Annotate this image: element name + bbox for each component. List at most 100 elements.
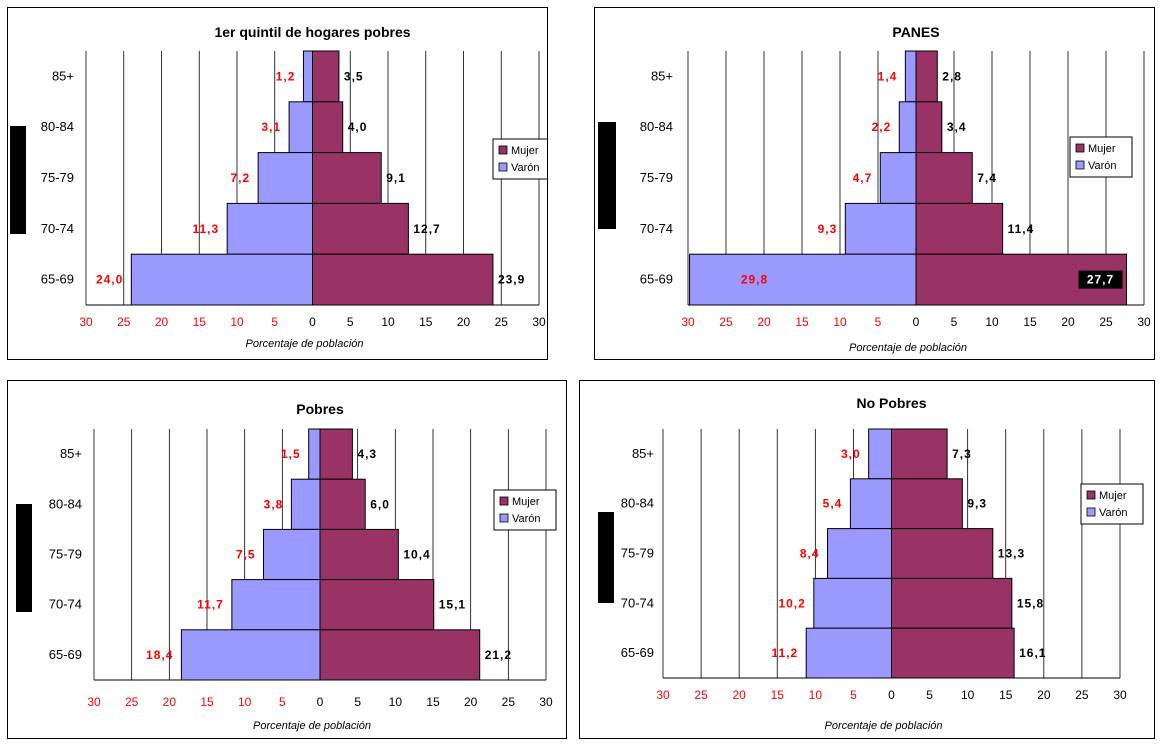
bar-mujer bbox=[915, 101, 943, 154]
tick-label: 5 bbox=[875, 315, 882, 329]
bar-varon bbox=[302, 50, 314, 103]
bar-mujer bbox=[891, 478, 963, 530]
tick-label: 15 bbox=[999, 688, 1013, 702]
label-mujer: 23,9 bbox=[498, 273, 525, 287]
pyramid-chart-svg: PANES 85+ 1,4 2,8 80-84 2,2 3,4 75-79 4,7 7,4 70-7… bbox=[640, 24, 1151, 354]
label-mujer: 9,1 bbox=[386, 171, 406, 185]
category-label: 70-74 bbox=[621, 595, 654, 610]
category-label: 65-69 bbox=[640, 272, 673, 287]
legend-label: Mujer bbox=[512, 496, 540, 508]
legend-label: Mujer bbox=[511, 145, 539, 157]
black-bar-1 bbox=[10, 126, 26, 234]
category-label: 75-79 bbox=[49, 547, 82, 562]
bar-mujer bbox=[312, 152, 382, 204]
label-varon: 3,0 bbox=[841, 447, 861, 461]
category-label: 75-79 bbox=[621, 546, 654, 561]
black-bar-3 bbox=[16, 504, 32, 612]
label-mujer: 6,0 bbox=[370, 497, 390, 511]
legend-label: Mujer bbox=[1088, 143, 1116, 155]
label-mujer: 7,3 bbox=[952, 447, 972, 461]
label-varon: 3,8 bbox=[264, 497, 284, 511]
chart-title: 1er quintil de hogares pobres bbox=[214, 24, 410, 40]
tick-label: 15 bbox=[193, 315, 207, 329]
bar-varon bbox=[805, 627, 892, 679]
category-label: 85+ bbox=[651, 68, 673, 83]
bar-mujer bbox=[312, 50, 340, 103]
legend-label: Varón bbox=[1088, 160, 1117, 172]
bar-varon bbox=[290, 478, 321, 530]
tick-label: 10 bbox=[985, 315, 999, 329]
pyramid-chart-svg: No Pobres 85+ 3,0 7,3 80-84 5,4 9,3 75-79 8,4 13,… bbox=[621, 395, 1144, 732]
category-label: 65-69 bbox=[621, 645, 654, 660]
legend: Mujer Varón bbox=[1080, 483, 1144, 525]
category-label: 65-69 bbox=[41, 272, 74, 287]
tick-label: 20 bbox=[155, 315, 169, 329]
tick-label: 10 bbox=[238, 695, 252, 709]
bar-mujer bbox=[891, 627, 1015, 679]
label-varon: 7,2 bbox=[230, 171, 250, 185]
x-axis-label: Porcentaje de población bbox=[849, 342, 967, 354]
category-label: 80-84 bbox=[621, 496, 654, 511]
tick-label: 25 bbox=[502, 695, 516, 709]
label-mujer: 16,1 bbox=[1019, 646, 1046, 660]
tick-label: 30 bbox=[681, 315, 695, 329]
label-mujer: 2,8 bbox=[942, 69, 962, 83]
chart-panel-panes: PANES 85+ 1,4 2,8 80-84 2,2 3,4 75-79 4,7 7,4 70-7… bbox=[594, 7, 1155, 360]
label-mujer: 3,4 bbox=[947, 120, 967, 134]
label-varon: 4,7 bbox=[853, 171, 873, 185]
tick-label: 0 bbox=[888, 688, 895, 702]
tick-label: 15 bbox=[795, 315, 809, 329]
tick-label: 10 bbox=[961, 688, 975, 702]
bar-mujer bbox=[891, 577, 1013, 629]
category-label: 70-74 bbox=[640, 221, 673, 236]
bar-varon bbox=[849, 478, 892, 530]
bar-mujer bbox=[319, 528, 399, 581]
bar-varon bbox=[868, 428, 892, 480]
category-label: 80-84 bbox=[41, 119, 74, 134]
legend-swatch bbox=[498, 162, 508, 172]
bar-mujer bbox=[319, 428, 353, 480]
label-mujer: 11,4 bbox=[1008, 222, 1035, 236]
bar-varon bbox=[844, 202, 917, 255]
tick-label: 15 bbox=[200, 695, 214, 709]
black-bar-4 bbox=[598, 512, 614, 603]
label-mujer: 15,8 bbox=[1017, 596, 1044, 610]
tick-label: 10 bbox=[230, 315, 244, 329]
chart-title: No Pobres bbox=[856, 395, 926, 411]
bar-mujer bbox=[319, 478, 366, 530]
label-mujer: 21,2 bbox=[485, 648, 512, 662]
label-varon: 11,3 bbox=[192, 222, 219, 236]
label-bg bbox=[1078, 270, 1123, 289]
category-label: 70-74 bbox=[49, 597, 82, 612]
category-label: 85+ bbox=[632, 446, 654, 461]
bar-mujer bbox=[319, 579, 435, 631]
tick-label: 25 bbox=[1075, 688, 1089, 702]
chart-panel-pobres: Pobres 85+ 1,5 4,3 80-84 3,8 6,0 75-79 7,5 10,4 70… bbox=[7, 380, 567, 739]
tick-label: 25 bbox=[117, 315, 131, 329]
bar-varon bbox=[308, 428, 321, 480]
tick-label: 25 bbox=[125, 695, 139, 709]
tick-label: 5 bbox=[279, 695, 286, 709]
tick-label: 30 bbox=[1137, 315, 1151, 329]
tick-label: 0 bbox=[317, 695, 324, 709]
category-label: 70-74 bbox=[41, 221, 74, 236]
bar-mujer bbox=[319, 629, 481, 681]
tick-label: 20 bbox=[1061, 315, 1075, 329]
category-label: 80-84 bbox=[640, 119, 673, 134]
tick-label: 10 bbox=[833, 315, 847, 329]
tick-label: 5 bbox=[926, 688, 933, 702]
legend-swatch bbox=[1075, 143, 1085, 153]
pyramid-chart-svg: 1er quintil de hogares pobres 85+ 1,2 3,5 80… bbox=[41, 24, 547, 350]
tick-label: 15 bbox=[1023, 315, 1037, 329]
tick-label: 5 bbox=[354, 695, 361, 709]
tick-label: 20 bbox=[457, 315, 471, 329]
bar-varon bbox=[827, 528, 893, 579]
legend-swatch bbox=[499, 513, 509, 523]
chart-title: Pobres bbox=[296, 401, 344, 417]
tick-label: 25 bbox=[694, 688, 708, 702]
label-varon: 9,3 bbox=[818, 222, 838, 236]
label-varon: 24,0 bbox=[96, 273, 123, 287]
chart-panel-quintil: 1er quintil de hogares pobres 85+ 1,2 3,5 80… bbox=[7, 7, 548, 360]
category-label: 75-79 bbox=[41, 170, 74, 185]
label-varon: 18,4 bbox=[146, 648, 173, 662]
